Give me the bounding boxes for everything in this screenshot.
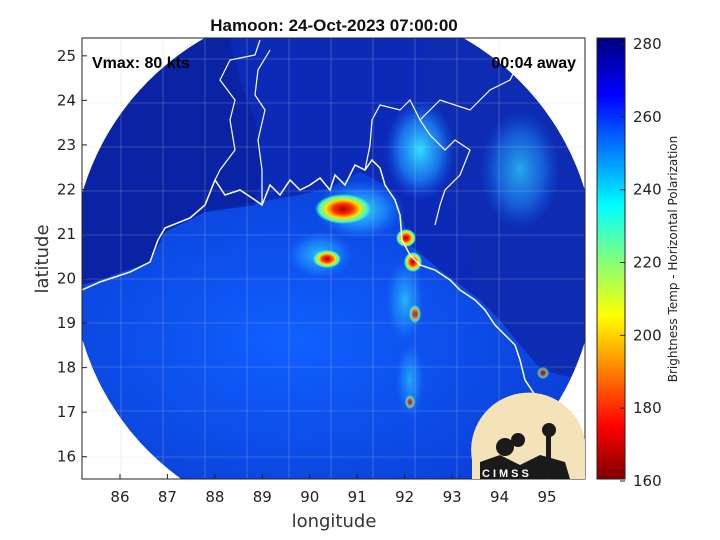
colorbar-tick-label: 160 (633, 472, 662, 490)
colorbar-gradient (596, 37, 626, 480)
y-tick-label: 22 (57, 180, 76, 198)
x-tick-label: 88 (205, 488, 224, 506)
colorbar-label: Brightness Temp - Horizontal Polarizatio… (666, 136, 680, 383)
colorbar-tick-label: 180 (633, 399, 662, 417)
grid-lines (82, 38, 585, 479)
y-tick-label: 16 (57, 448, 76, 466)
y-tick-label: 25 (57, 47, 76, 65)
cimss-logo: CIMSS (471, 392, 585, 480)
colorbar-tick-label: 200 (633, 326, 662, 344)
plot-area: Vmax: 80 kts 00:04 away CIMSS (81, 37, 586, 480)
colorbar: 280 260 240 220 200 180 160 Brightness Temp - … (596, 35, 680, 490)
x-axis-label: longitude (292, 511, 377, 532)
microwave-swath (82, 38, 585, 479)
time-away-label: 00:04 away (491, 55, 576, 72)
y-tick-label: 18 (57, 359, 76, 377)
colorbar-tick-label: 240 (633, 181, 662, 199)
y-tick-label: 19 (57, 314, 76, 332)
y-tick-label: 21 (57, 225, 76, 243)
x-tick-label: 87 (158, 488, 177, 506)
y-tick-label: 24 (57, 91, 76, 109)
x-tick-label: 94 (490, 488, 509, 506)
colorbar-tick-label: 280 (633, 35, 662, 53)
x-tick-label: 90 (300, 488, 319, 506)
chart-title: Hamoon: 24-Oct-2023 07:00:00 (210, 16, 458, 35)
x-tick-label: 92 (395, 488, 414, 506)
y-axis-label: latitude (32, 224, 53, 293)
colorbar-tick-label: 220 (633, 254, 662, 272)
x-tick-label: 91 (348, 488, 367, 506)
cimss-logo-text: CIMSS (482, 468, 532, 480)
x-tick-label: 95 (537, 488, 556, 506)
vmax-label: Vmax: 80 kts (92, 55, 190, 72)
x-axis: 86 87 88 89 90 91 92 93 94 95 (110, 474, 557, 506)
plot-frame (81, 37, 586, 480)
y-axis: 16 17 18 19 20 21 22 23 24 25 (57, 47, 87, 466)
x-tick-label: 86 (110, 488, 129, 506)
x-tick-label: 89 (253, 488, 272, 506)
colorbar-tick-label: 260 (633, 108, 662, 126)
y-tick-label: 17 (57, 403, 76, 421)
colorbar-ticks: 280 260 240 220 200 180 160 (620, 35, 662, 490)
y-tick-label: 20 (57, 270, 76, 288)
y-tick-label: 23 (57, 136, 76, 154)
x-tick-label: 93 (443, 488, 462, 506)
